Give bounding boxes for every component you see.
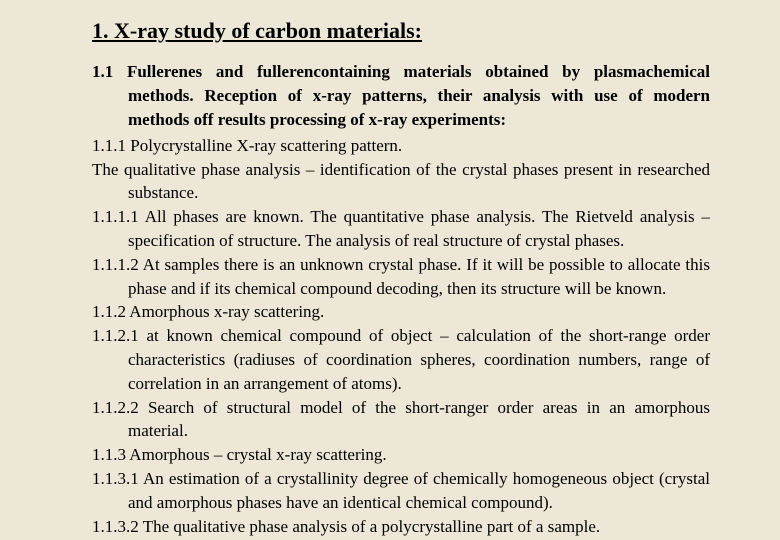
- outline-item: 1.1.2.1 at known chemical compound of ob…: [92, 324, 710, 395]
- section-heading: 1.1 Fullerenes and fullerencontaining ma…: [92, 60, 710, 131]
- outline-item: 1.1.3.2 The qualitative phase analysis o…: [92, 515, 710, 539]
- outline-item: 1.1.1 Polycrystalline X-ray scattering p…: [92, 134, 710, 158]
- outline-item: 1.1.2 Amorphous x-ray scattering.: [92, 300, 710, 324]
- document-title: 1. X-ray study of carbon materials:: [92, 18, 710, 44]
- outline-item: 1.1.3.1 An estimation of a crystallinity…: [92, 467, 710, 515]
- outline-item: The qualitative phase analysis – identif…: [92, 158, 710, 206]
- outline-item: 1.1.1.2 At samples there is an unknown c…: [92, 253, 710, 301]
- outline-item: 1.1.2.2 Search of structural model of th…: [92, 396, 710, 444]
- outline-item: 1.1.3 Amorphous – crystal x-ray scatteri…: [92, 443, 710, 467]
- outline-item: 1.1.1.1 All phases are known. The quanti…: [92, 205, 710, 253]
